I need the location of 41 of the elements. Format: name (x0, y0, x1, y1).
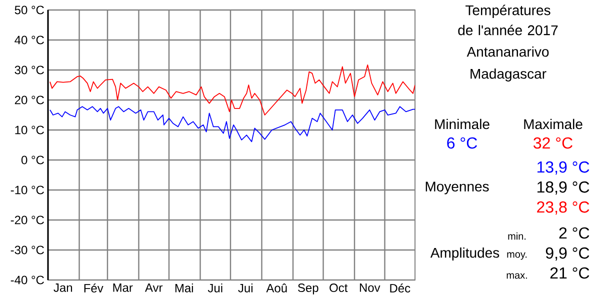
text: 9,9 °C (546, 247, 590, 261)
y-tick-label: -10 °C (10, 186, 44, 194)
x-tick-label: Mai (175, 284, 193, 292)
x-tick-label: Nov (360, 284, 380, 292)
y-tick-label: 0 °C (21, 156, 44, 164)
y-tick-label: 40 °C (14, 36, 44, 44)
text: min. (508, 232, 526, 240)
text: moy. (507, 252, 527, 260)
x-tick-label: Jan (54, 284, 72, 292)
y-tick-label: 20 °C (14, 96, 44, 104)
line-series (50, 64, 415, 116)
text: Amplitudes (430, 247, 500, 261)
text: 6 °C (447, 137, 478, 149)
line-series (50, 106, 415, 142)
text: 2 °C (559, 227, 590, 239)
text: max. (506, 273, 527, 279)
x-tick-label: Mar (113, 284, 133, 292)
x-tick-label: Oct (330, 284, 348, 292)
x-tick-label: Jui (208, 284, 222, 292)
x-tick-label: Aoû (266, 284, 287, 292)
text: Maximale (524, 118, 582, 130)
x-tick-label: Avr (144, 284, 163, 292)
x-tick-label: Fév (84, 284, 104, 292)
x-tick-label: Jui (238, 284, 252, 292)
x-tick-label: Déc (390, 284, 410, 292)
text: Températures de l'année 2017 (458, 4, 558, 36)
text: 18,9 °C (537, 181, 590, 195)
y-tick-label: -20 °C (10, 216, 44, 224)
text: 23,8 °C (537, 201, 590, 215)
y-tick-label: 50 °C (14, 6, 44, 14)
y-tick-label: 10 °C (15, 126, 44, 134)
y-tick-label: -40 °C (10, 276, 44, 284)
text: 13,9 °C (537, 161, 590, 175)
y-tick-label: -30 °C (10, 246, 44, 254)
text: 21 °C (550, 267, 590, 279)
text: Moyennes (426, 182, 489, 194)
y-tick-label: 30 °C (14, 66, 44, 74)
text: Minimale (435, 118, 490, 130)
x-tick-label: Sep (298, 284, 318, 294)
text: 32 °C (534, 137, 572, 149)
text: Antananarivo Madagascar (466, 46, 549, 82)
